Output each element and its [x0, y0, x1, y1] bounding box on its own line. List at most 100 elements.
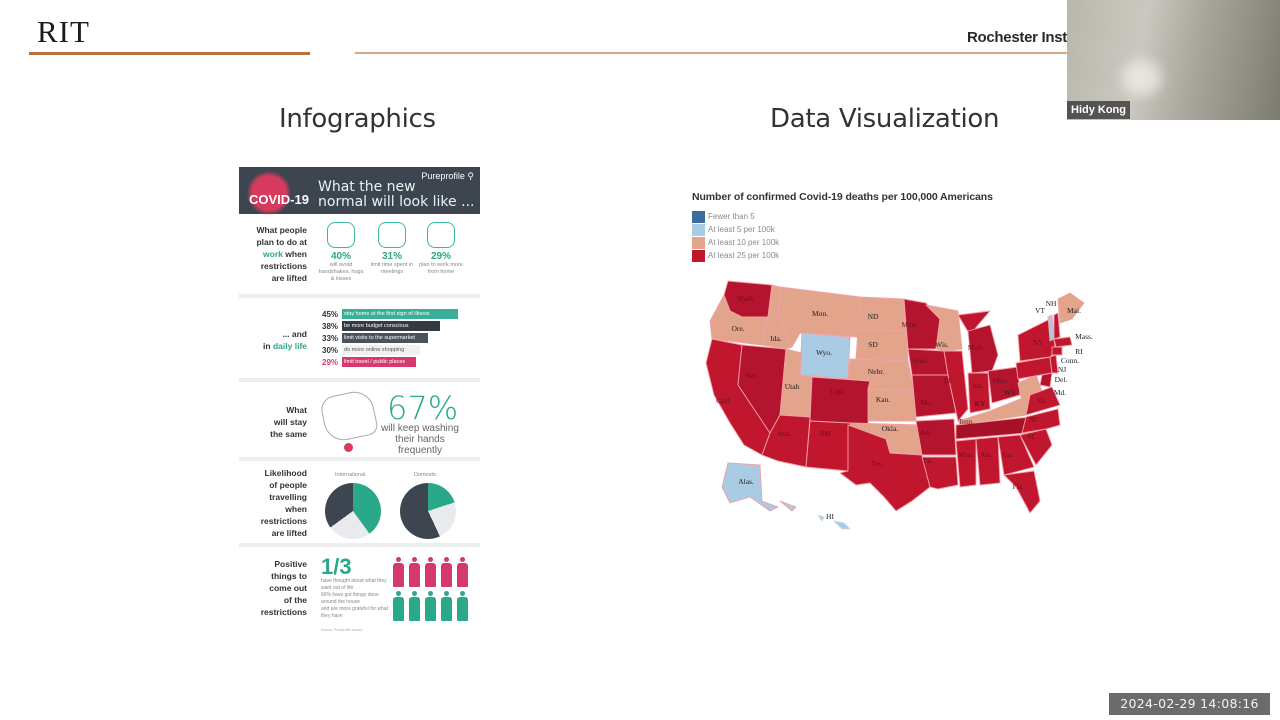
bar-row: 30% do more online shopping	[322, 345, 420, 355]
location-pin-icon: ⚲	[467, 171, 474, 181]
svg-text:Nebr.: Nebr.	[868, 367, 885, 376]
person-icon	[392, 591, 405, 621]
germ-icon	[344, 443, 353, 452]
svg-text:Conn.: Conn.	[1061, 356, 1079, 365]
svg-text:Mich.: Mich.	[968, 344, 985, 352]
domestic-travel-pie	[400, 483, 456, 539]
legend-swatch	[692, 210, 705, 223]
svg-text:Mo.: Mo.	[920, 399, 932, 407]
person-icon	[440, 557, 453, 587]
person-icon	[424, 591, 437, 621]
person-icon	[408, 591, 421, 621]
svg-text:Va.: Va.	[1037, 397, 1046, 405]
svg-text:VT: VT	[1035, 306, 1045, 315]
work-section: What people plan to do at work when rest…	[239, 214, 480, 294]
divider	[239, 543, 480, 547]
svg-text:Ohio: Ohio	[993, 377, 1008, 385]
header-rule-left	[29, 52, 310, 55]
people-row-teal	[392, 591, 469, 621]
data-visualization-title: Data Visualization	[770, 104, 1000, 134]
svg-text:Tex.: Tex.	[871, 460, 883, 468]
brand-label: Pureprofile ⚲	[421, 171, 474, 181]
infographic-header: COVID-19 Pureprofile ⚲ What the new norm…	[239, 167, 480, 215]
international-caption: International	[335, 472, 366, 478]
svg-text:Kan.: Kan.	[876, 395, 890, 404]
person-icon	[456, 557, 469, 587]
us-choropleth-map: Wash. Ore. Calif. Nev. Ida. Mon. Wyo. Ut…	[700, 275, 1100, 535]
bar-row: 33% limit visits to the supermarket	[322, 333, 428, 343]
svg-text:Ala.: Ala.	[980, 451, 992, 459]
legend-swatch	[692, 249, 705, 262]
svg-text:La.: La.	[923, 457, 932, 465]
legend-item: At least 25 per 100k	[692, 249, 779, 262]
svg-text:Utah: Utah	[785, 382, 800, 391]
source-note: Source: Pureprofile survey	[321, 628, 363, 632]
svg-text:Alas.: Alas.	[738, 477, 754, 486]
legend-item: At least 5 per 100k	[692, 223, 779, 236]
hand-washing-percent: 67%	[387, 389, 459, 427]
svg-text:Iowa: Iowa	[913, 357, 928, 365]
covid-label: COVID-19	[249, 192, 309, 207]
bar-row: 29% limit travel / public places	[322, 357, 416, 367]
svg-text:Wyo.: Wyo.	[816, 348, 832, 357]
participant-name-label: Hidy Kong	[1067, 101, 1130, 119]
svg-text:Del.: Del.	[1055, 375, 1068, 384]
svg-text:Mon.: Mon.	[812, 309, 828, 318]
svg-text:Ore.: Ore.	[731, 324, 744, 333]
legend-swatch	[692, 236, 705, 249]
daily-life-section: ... and in daily life 45% stay home at t…	[239, 298, 480, 378]
svg-text:Okla.: Okla.	[882, 424, 899, 433]
legend-item: At least 10 per 100k	[692, 236, 779, 249]
svg-text:Wash.: Wash.	[737, 295, 754, 303]
svg-text:Tenn.: Tenn.	[958, 418, 974, 426]
participant-video-tile[interactable]: Hidy Kong	[1067, 0, 1280, 120]
person-icon	[408, 557, 421, 587]
positive-label: Positive things to come out of the restr…	[260, 559, 307, 617]
chart-legend: Fewer than 5 At least 5 per 100k At leas…	[692, 210, 779, 262]
video-feed	[1122, 60, 1162, 96]
hand-washing-icon	[318, 388, 380, 444]
svg-text:Fla.: Fla.	[1013, 483, 1024, 491]
svg-text:Ariz.: Ariz.	[777, 430, 791, 438]
svg-text:Minn.: Minn.	[902, 321, 919, 329]
person-icon	[456, 591, 469, 621]
svg-text:Nev.: Nev.	[746, 372, 759, 380]
svg-text:Calif.: Calif.	[716, 397, 732, 405]
svg-text:HI: HI	[826, 512, 834, 521]
one-third-stat: 1/3	[321, 554, 352, 579]
infographic-headline: What the new normal will look like ...	[318, 179, 475, 210]
svg-text:Ida.: Ida.	[770, 334, 782, 343]
institute-name: Rochester Inst	[967, 29, 1067, 46]
svg-text:Md.: Md.	[1054, 388, 1066, 397]
svg-text:Wis.: Wis.	[935, 340, 949, 349]
people-row-pink	[392, 557, 469, 587]
domestic-caption: Domestic	[414, 472, 437, 478]
divider	[239, 378, 480, 382]
positive-text: have thought about what they want out of…	[321, 578, 388, 619]
recording-timestamp: 2024-02-29 14:08:16	[1109, 693, 1270, 715]
daily-life-label: ... and in daily life	[263, 329, 307, 351]
header-rule-right	[355, 52, 1115, 54]
stay-same-label: What will stay the same	[270, 405, 307, 439]
svg-text:Ill.: Ill.	[944, 377, 952, 385]
svg-text:NC: NC	[1029, 416, 1039, 424]
home-work-icon	[427, 222, 455, 248]
chart-title: Number of confirmed Covid-19 deaths per …	[692, 191, 993, 203]
svg-text:Colo.: Colo.	[830, 388, 846, 396]
legend-swatch	[692, 223, 705, 236]
handshake-icon	[327, 222, 355, 248]
svg-text:Ind.: Ind.	[972, 382, 983, 390]
svg-text:Mass.: Mass.	[1075, 332, 1093, 341]
svg-text:KY: KY	[975, 399, 986, 408]
stat-meetings: 31% limit time spent in meetings	[369, 222, 415, 276]
svg-text:WV: WV	[1004, 388, 1017, 397]
stat-work-from-home: 29% plan to work more from home	[418, 222, 464, 276]
stat-handshakes: 40% will avoid handshakes, hugs & kisses	[318, 222, 364, 283]
person-icon	[424, 557, 437, 587]
person-icon	[392, 557, 405, 587]
svg-text:SD: SD	[868, 340, 878, 349]
svg-text:Mai.: Mai.	[1067, 306, 1081, 315]
legend-item: Fewer than 5	[692, 210, 779, 223]
svg-text:NH: NH	[1046, 299, 1057, 308]
rit-logo: RIT	[37, 14, 90, 49]
